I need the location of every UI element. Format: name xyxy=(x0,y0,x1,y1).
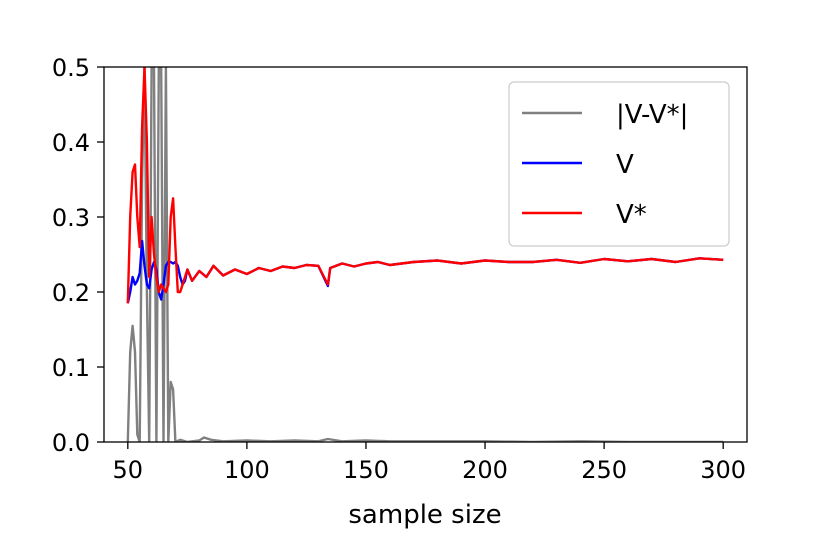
x-axis-label: sample size xyxy=(348,500,501,530)
legend-label: V xyxy=(616,150,634,180)
y-tick-label: 0.1 xyxy=(52,354,90,382)
series-line-v-2 xyxy=(126,67,724,304)
x-tick-label: 50 xyxy=(113,456,144,484)
series-layer xyxy=(126,67,724,442)
ticks-layer: 50 100 150 200 250 300 0.0 0.1 0.2 0.3 0.4 0.5 xyxy=(52,54,746,484)
x-tick-label: 150 xyxy=(343,456,389,484)
y-tick-label: 0.5 xyxy=(52,54,90,82)
y-tick-label: 0.4 xyxy=(52,129,90,157)
legend-box xyxy=(508,81,730,247)
x-tick-label: 200 xyxy=(462,456,508,484)
y-tick-label: 0.3 xyxy=(52,204,90,232)
plot-frame xyxy=(103,66,748,443)
y-tick-label: 0.2 xyxy=(52,279,90,307)
x-tick-label: 300 xyxy=(700,456,746,484)
series-line-v-1 xyxy=(126,239,724,304)
legend-label: V* xyxy=(616,200,647,230)
y-tick-label: 0.0 xyxy=(52,429,90,457)
legend-label: |V-V*| xyxy=(616,100,688,130)
x-tick-label: 100 xyxy=(224,456,270,484)
x-tick-label: 250 xyxy=(581,456,627,484)
legend: |V-V*| V V* xyxy=(508,81,730,247)
